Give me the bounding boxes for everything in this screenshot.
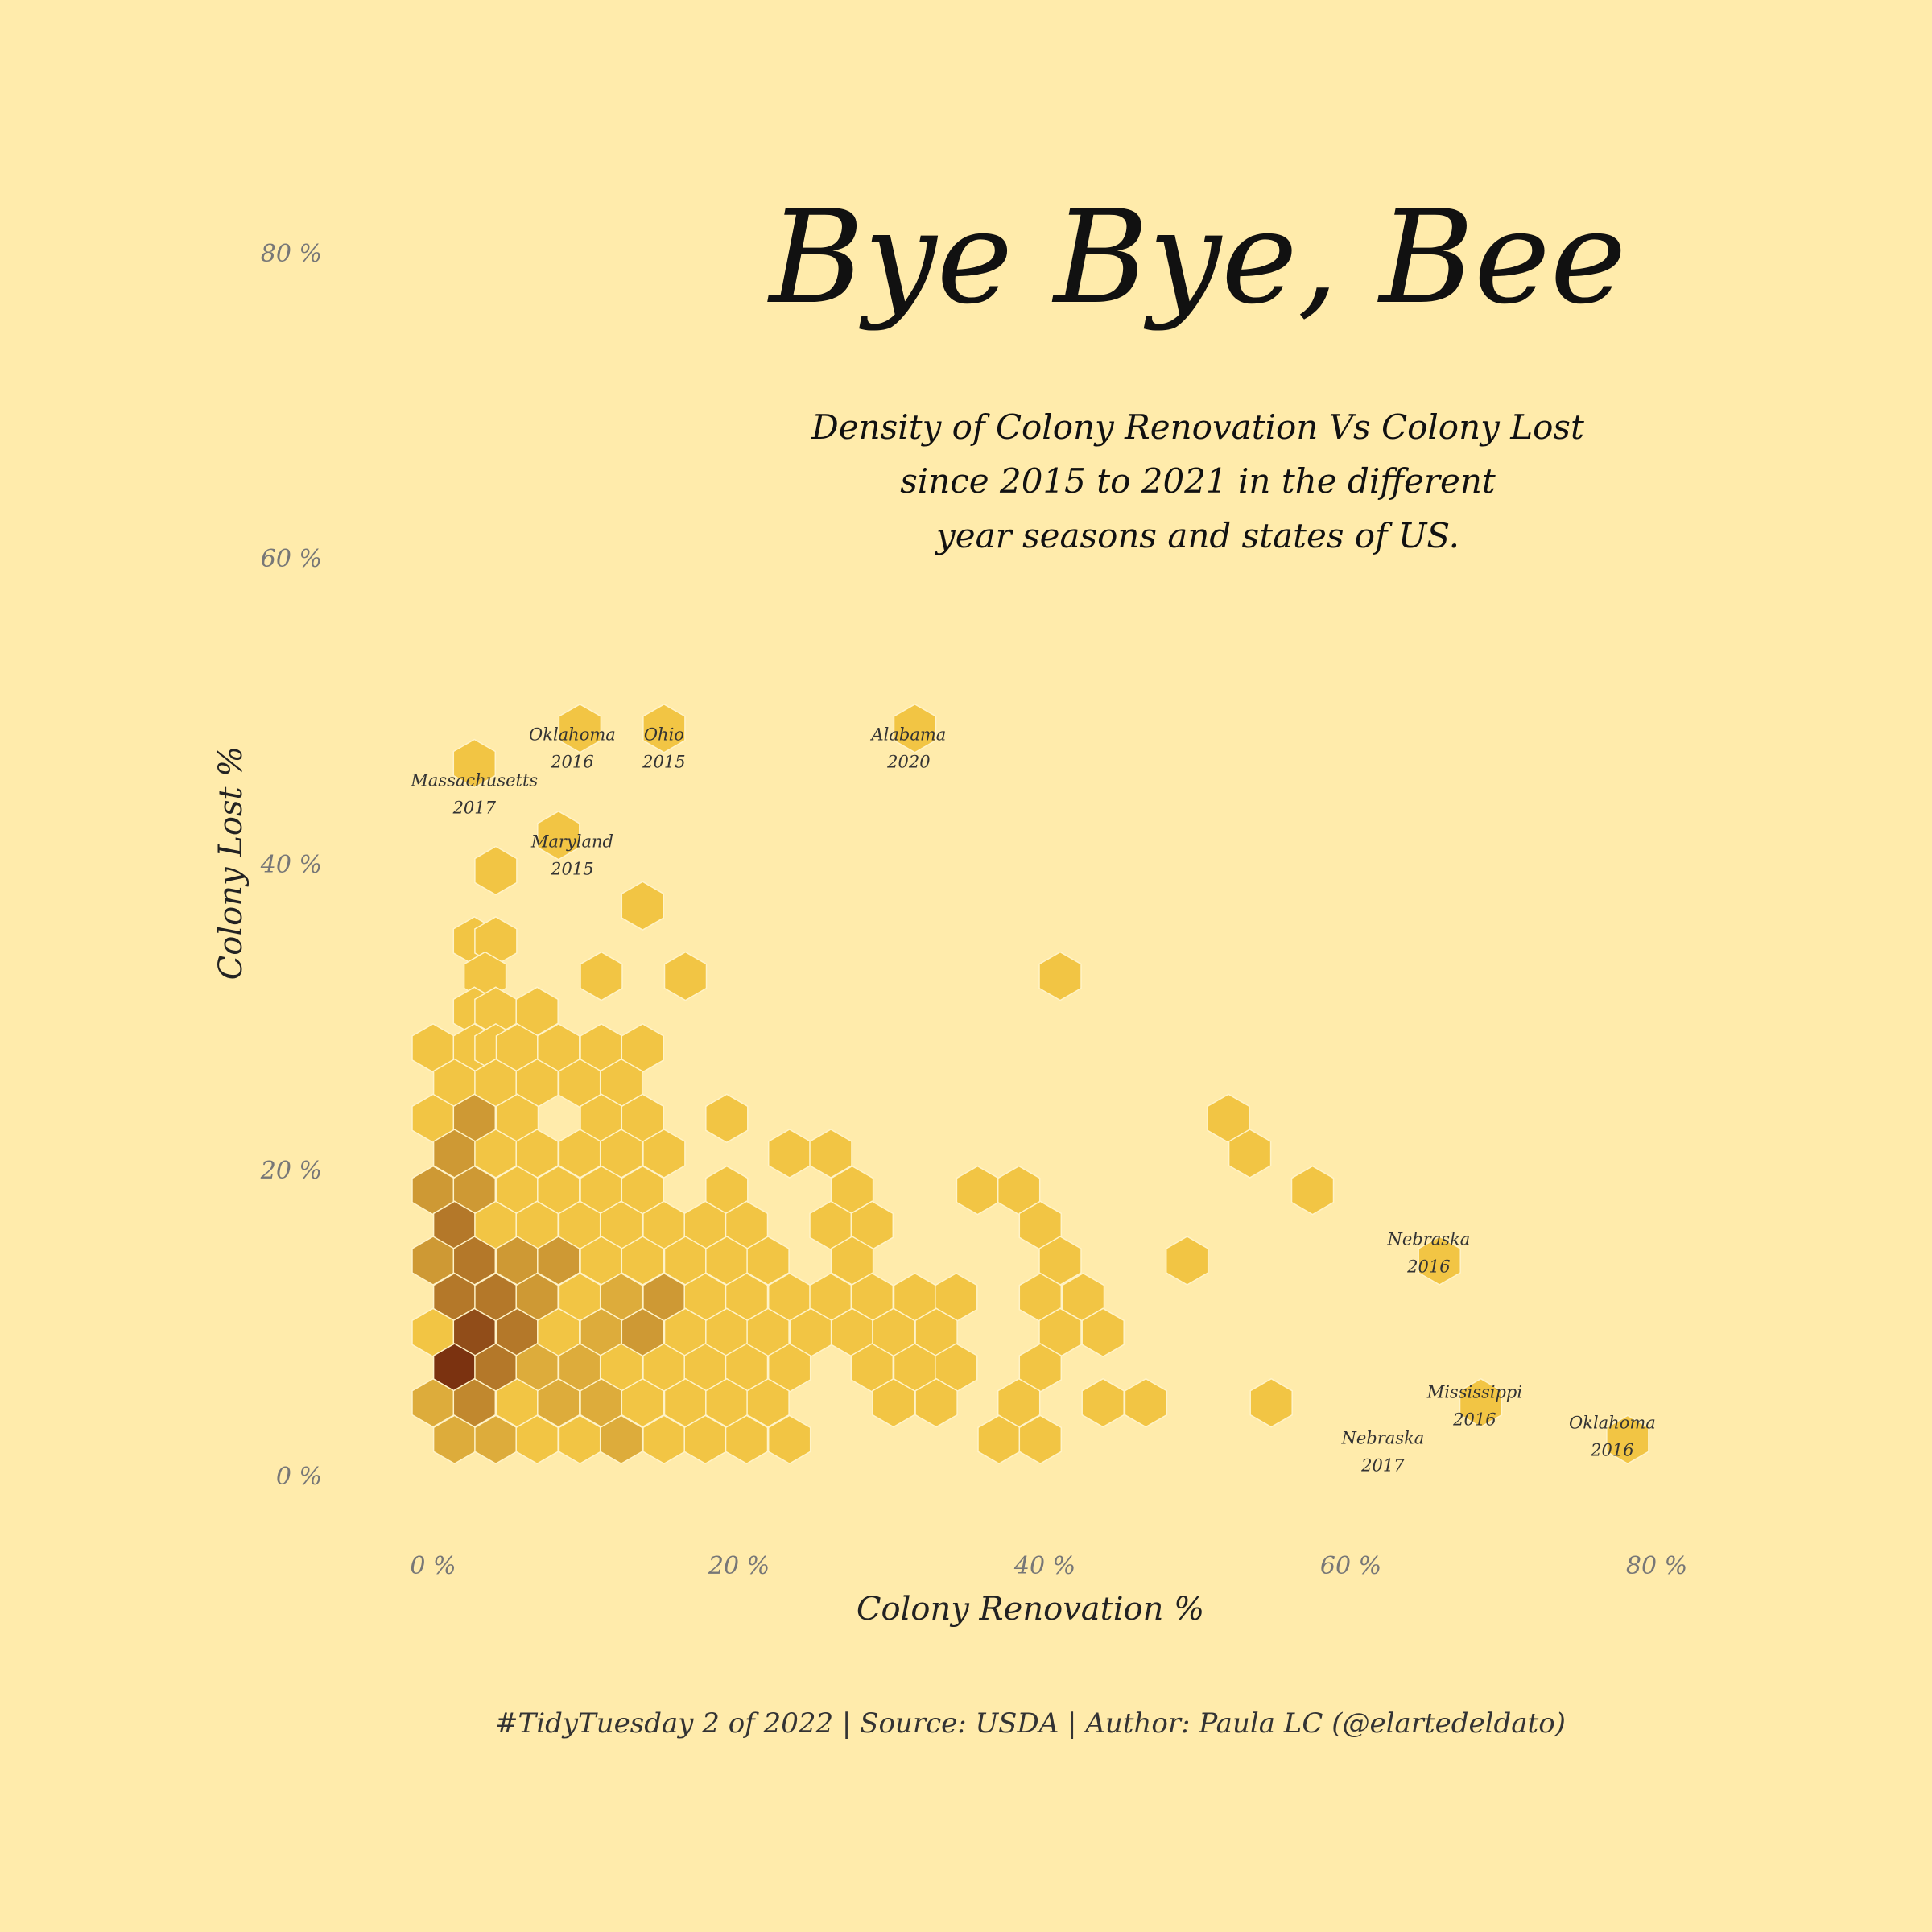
x-tick-label: 0 % <box>410 1552 456 1580</box>
hex-bin <box>1249 1377 1293 1428</box>
y-axis-label: Colony Lost % <box>213 746 250 980</box>
annotation-year: 2015 <box>642 753 685 772</box>
hex-bin <box>1081 1307 1125 1358</box>
hex-bin <box>515 1414 559 1465</box>
x-tick-label: 60 % <box>1320 1552 1381 1580</box>
annotation-state: Massachusetts <box>410 771 538 791</box>
hex-bin <box>893 703 937 753</box>
hex-bin <box>1018 1414 1063 1465</box>
hex-bin <box>558 703 602 753</box>
hex-bin <box>452 738 497 789</box>
annotation-year: 2015 <box>550 860 593 879</box>
chart-title: Bye Bye, Bee <box>767 182 1627 332</box>
hex-bin <box>599 1414 643 1465</box>
annotation-year: 2016 <box>1590 1441 1633 1460</box>
hex-bin <box>1290 1165 1335 1216</box>
hex-bin <box>621 881 665 931</box>
hex-bin <box>537 1377 580 1428</box>
y-tick-label: 20 % <box>260 1157 322 1185</box>
x-tick-label: 40 % <box>1013 1552 1075 1580</box>
hex-bin <box>872 1377 915 1428</box>
y-axis-ticks: 0 % 20 % 40 % 60 % 80 % <box>260 240 322 1491</box>
chart-caption: #TidyTuesday 2 of 2022 | Source: USDA | … <box>495 1707 1566 1740</box>
annotation-state: Alabama <box>869 725 946 745</box>
annotation-state: Nebraska <box>1386 1230 1470 1249</box>
annotation-year: 2020 <box>886 753 930 772</box>
x-axis-ticks: 0 % 20 % 40 % 60 % 80 % <box>410 1552 1687 1580</box>
hex-bin <box>1124 1377 1168 1428</box>
hex-bin <box>642 703 686 753</box>
hex-bin <box>956 1165 1000 1216</box>
x-axis-label: Colony Renovation % <box>857 1591 1204 1628</box>
hex-bin <box>537 1236 580 1286</box>
hex-bin <box>1165 1236 1209 1286</box>
hex-bin <box>1459 1377 1503 1428</box>
hex-bin <box>474 845 518 896</box>
y-tick-label: 40 % <box>260 851 322 879</box>
hex-bin <box>1038 951 1082 1001</box>
y-tick-label: 60 % <box>261 545 322 573</box>
hex-bin <box>1081 1377 1125 1428</box>
hex-bin <box>537 810 580 861</box>
chart-subtitle-line-3: year seasons and states of US. <box>935 516 1459 555</box>
annotation-year: 2016 <box>1406 1257 1450 1277</box>
hex-bin <box>914 1377 958 1428</box>
annotation-state: Mississippi <box>1426 1383 1522 1402</box>
x-tick-label: 20 % <box>708 1552 770 1580</box>
hex-bin <box>1418 1236 1461 1286</box>
hex-bin <box>580 951 623 1001</box>
annotation-state: Ohio <box>644 725 684 745</box>
hex-bin <box>746 1236 790 1286</box>
annotation-state: Nebraska <box>1340 1429 1424 1448</box>
annotation-year: 2016 <box>550 753 593 772</box>
hex-bin <box>746 1377 790 1428</box>
annotation-year: 2016 <box>1452 1410 1496 1430</box>
hex-bin <box>724 1414 769 1465</box>
hex-bin <box>767 1414 811 1465</box>
chart-subtitle-line-1: Density of Colony Renovation Vs Colony L… <box>811 407 1584 447</box>
annotation-year: 2017 <box>1360 1456 1405 1476</box>
annotation-state: Oklahoma <box>1569 1414 1656 1433</box>
point-annotations: Massachusetts 2017 Oklahoma 2016 Ohio 2015 Ala… <box>410 725 1655 1476</box>
hex-bin <box>809 1129 852 1179</box>
annotation-state: Oklahoma <box>529 725 616 745</box>
y-tick-label: 80 % <box>261 240 322 268</box>
hex-bin <box>705 1093 749 1144</box>
annotation-year: 2017 <box>452 799 497 818</box>
hex-bin <box>1228 1129 1272 1179</box>
x-tick-label: 80 % <box>1626 1552 1687 1580</box>
hexbin-cells <box>411 703 1649 1465</box>
annotation-state: Maryland <box>530 832 613 852</box>
hex-bin <box>767 1129 811 1179</box>
hex-bin <box>621 1236 665 1286</box>
hex-bin <box>1606 1414 1649 1465</box>
hex-bin <box>621 1377 665 1428</box>
chart-subtitle-line-2: since 2015 to 2021 in the different <box>900 461 1496 501</box>
y-tick-label: 0 % <box>276 1463 322 1491</box>
hex-bin <box>642 1129 686 1179</box>
hex-bin <box>663 951 708 1001</box>
